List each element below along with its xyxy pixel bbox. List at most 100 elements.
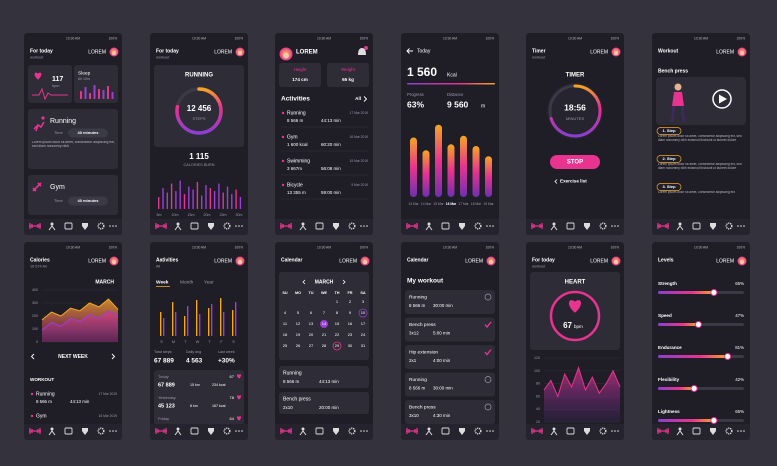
line (41, 298, 119, 321)
screen-title: Aativities (156, 257, 178, 263)
screen-title: Calendar (407, 257, 428, 263)
level-knob (724, 353, 732, 360)
label: 15 Mar 2019 (349, 159, 368, 163)
date: 3 (362, 299, 365, 304)
bar (472, 146, 480, 197)
bar (192, 189, 194, 209)
avatar-face (613, 51, 619, 56)
user-name: LOREM (214, 49, 232, 55)
axis-label: T (208, 340, 211, 344)
nav-settings (97, 222, 105, 230)
step-pill (656, 155, 682, 163)
status-battery: 100% (235, 245, 244, 249)
status-time: 10:30 AM (317, 245, 331, 249)
screen-subtitle: All (156, 265, 160, 269)
nav-shield (208, 223, 214, 230)
sleep-bar (80, 91, 82, 99)
date: 9 (349, 310, 352, 315)
bar (435, 124, 442, 197)
label: 78 (230, 395, 235, 400)
nav-more (241, 225, 243, 227)
screen-title: For today (30, 48, 53, 54)
label: Flexibility (658, 377, 680, 382)
label: 42% (735, 377, 744, 382)
nav-person (427, 222, 431, 226)
nav-more (737, 430, 739, 432)
y-tick-label: 300 (32, 301, 38, 305)
nav-more (360, 430, 362, 432)
axis-label: S (232, 340, 235, 344)
label: 30:00 min (433, 303, 453, 308)
avatar-face (111, 260, 117, 265)
phone-screen: 10:30 AM 100% For today workout LOREM RUNNING… (150, 33, 248, 235)
marked-day (358, 308, 368, 318)
axis-label: 16 Mar (446, 202, 457, 206)
status-time: 10:30 AM (568, 245, 582, 249)
nav-dumbbell (406, 428, 418, 434)
badge (364, 46, 368, 50)
card (279, 392, 369, 414)
nav-settings (348, 222, 356, 230)
user-name: LOREM (716, 49, 734, 55)
status-battery: 100% (486, 36, 495, 40)
bar (205, 185, 207, 209)
bar (196, 182, 199, 209)
bar (162, 188, 164, 209)
label: Height (294, 67, 307, 72)
sleep-bar (93, 85, 96, 99)
status-time: 10:30 AM (443, 245, 457, 249)
check-icon (484, 321, 492, 329)
nav-person (50, 222, 54, 226)
y-tick-label: 120 (534, 356, 540, 360)
y-tick-label: 200 (32, 314, 38, 318)
avatar-face (362, 260, 368, 265)
nav-bar (401, 219, 499, 235)
label: 56:08 min (321, 166, 341, 171)
bar (160, 312, 162, 336)
nav-more (489, 430, 491, 432)
nav-more (740, 225, 742, 227)
card (28, 175, 118, 215)
sleep-bar (89, 93, 91, 99)
screen-subtitle: workout (532, 265, 546, 269)
label: MARCH (315, 279, 334, 285)
nav-more (617, 225, 619, 227)
nav-dumbbell (280, 428, 292, 434)
date: 8 (336, 310, 339, 315)
tab: Week (156, 279, 169, 285)
status-time: 10:30 AM (192, 36, 206, 40)
label: 2. Step (662, 156, 676, 161)
label: Total steps (154, 350, 172, 354)
bar (447, 144, 455, 197)
label: MARCH (95, 279, 114, 285)
status-battery: 100% (737, 245, 746, 249)
nav-calendar (441, 222, 450, 230)
label: 1 600 kcal (287, 142, 308, 147)
user-name: LOREM (214, 258, 232, 264)
label: 8 566 m (287, 118, 304, 123)
bar (184, 316, 186, 336)
axis-label: 15 Mar (433, 202, 444, 206)
date: 4 (284, 310, 287, 315)
user-name: LOREM (590, 258, 608, 264)
nav-shield (584, 223, 590, 230)
card (279, 63, 321, 87)
avatar-face (111, 51, 117, 56)
label: 64 (230, 416, 235, 421)
label: 3x12 (409, 331, 419, 336)
nav-more (109, 430, 111, 432)
axis-label: 10m (172, 213, 179, 217)
axis-label: 25m (220, 213, 227, 217)
label: 17 Mar 2019 (349, 111, 368, 115)
screen-title: For today (156, 48, 179, 54)
nav-shield (459, 223, 465, 230)
status-battery: 100% (109, 245, 118, 249)
weekday: SA (360, 291, 366, 295)
label: 167 kcal (212, 404, 226, 408)
check-icon (484, 349, 492, 356)
user-name: LOREM (465, 258, 483, 264)
label: 5:00 min (433, 331, 451, 336)
level-bar (658, 387, 695, 390)
nav-shield (710, 428, 716, 435)
